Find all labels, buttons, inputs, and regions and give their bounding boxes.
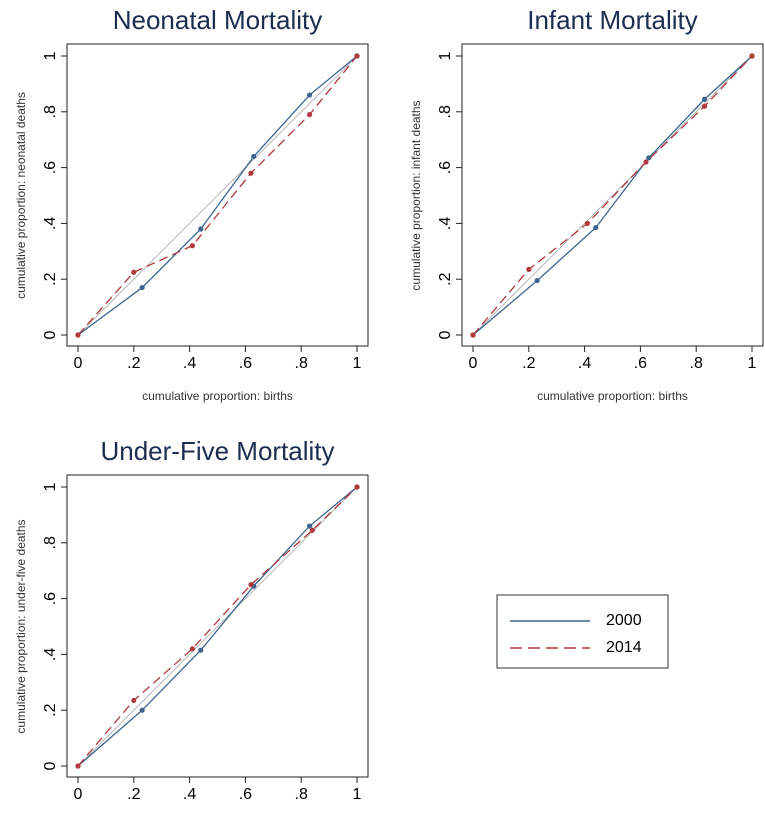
- y-tick-label: .4: [42, 217, 59, 230]
- x-tick-label: .2: [127, 355, 140, 372]
- data-point: [306, 523, 313, 529]
- x-tick-label: 0: [469, 355, 478, 372]
- data-point: [643, 159, 649, 165]
- y-tick-label: .8: [437, 105, 454, 118]
- x-tick-label: .8: [690, 355, 703, 372]
- chart-title: Under-Five Mortality: [100, 436, 334, 466]
- y-tick-label: .8: [42, 536, 59, 549]
- equality-line: [77, 486, 358, 767]
- y-tick-label: .2: [437, 272, 454, 285]
- data-point: [354, 484, 360, 490]
- y-tick-label: .4: [42, 648, 59, 661]
- data-point: [139, 284, 145, 291]
- y-tick-label: 0: [42, 330, 59, 339]
- x-tick-label: .6: [239, 355, 252, 372]
- y-tick-label: 1: [42, 482, 59, 491]
- legend-box: [496, 594, 669, 669]
- series-line: [77, 55, 358, 336]
- y-axis-label: cumulative proportion: neonatal deaths: [14, 92, 28, 299]
- y-tick-label: .2: [42, 272, 59, 285]
- x-axis-label: cumulative proportion: births: [537, 389, 688, 403]
- y-tick-label: .4: [437, 217, 454, 230]
- data-point: [701, 96, 708, 102]
- data-point: [309, 527, 315, 533]
- y-tick-label: .2: [42, 703, 59, 716]
- data-point: [251, 153, 257, 160]
- data-point: [306, 92, 313, 98]
- equality-line: [77, 55, 358, 336]
- series-line: [472, 55, 753, 336]
- data-point: [470, 332, 476, 338]
- x-tick-label: 0: [74, 355, 83, 372]
- data-point: [701, 103, 708, 109]
- series-line: [77, 486, 358, 767]
- data-point: [306, 111, 313, 118]
- series-line: [77, 486, 358, 767]
- data-point: [749, 53, 755, 59]
- data-point: [526, 266, 532, 273]
- legend-label: 2000: [606, 612, 642, 629]
- x-axis-label: cumulative proportion: births: [142, 389, 293, 403]
- data-point: [593, 224, 599, 231]
- data-point: [534, 277, 540, 284]
- x-tick-label: .8: [295, 355, 308, 372]
- y-tick-label: .6: [42, 161, 59, 174]
- x-tick-label: .6: [634, 355, 647, 372]
- y-tick-label: 1: [437, 51, 454, 60]
- data-point: [131, 269, 137, 275]
- x-tick-label: .4: [578, 355, 591, 372]
- chart-title: Neonatal Mortality: [113, 5, 323, 35]
- data-point: [584, 220, 590, 226]
- data-point: [75, 332, 81, 338]
- x-tick-label: 1: [353, 355, 362, 372]
- y-tick-label: .8: [42, 105, 59, 118]
- data-point: [139, 707, 145, 713]
- data-point: [189, 243, 195, 249]
- data-point: [354, 53, 360, 59]
- y-tick-label: .6: [437, 161, 454, 174]
- data-point: [75, 763, 81, 769]
- x-tick-label: 1: [748, 355, 757, 372]
- data-point: [198, 226, 204, 232]
- y-axis-label: cumulative proportion: infant deaths: [409, 100, 423, 290]
- x-tick-label: 0: [74, 786, 83, 803]
- x-tick-label: .2: [522, 355, 535, 372]
- x-tick-label: .2: [127, 786, 140, 803]
- data-point: [131, 697, 137, 704]
- data-point: [248, 582, 254, 588]
- series-line: [77, 55, 358, 336]
- data-point: [198, 647, 204, 653]
- y-tick-label: .6: [42, 592, 59, 605]
- x-tick-label: .4: [183, 355, 196, 372]
- x-tick-label: .8: [295, 786, 308, 803]
- y-axis-label: cumulative proportion: under-five deaths: [14, 519, 28, 733]
- x-tick-label: .4: [183, 786, 196, 803]
- data-point: [248, 170, 254, 176]
- equality-line: [472, 55, 753, 336]
- x-tick-label: .6: [239, 786, 252, 803]
- y-tick-label: 0: [437, 330, 454, 339]
- chart-title: Infant Mortality: [527, 5, 698, 35]
- x-tick-label: 1: [353, 786, 362, 803]
- series-line: [472, 55, 753, 336]
- y-tick-label: 0: [42, 761, 59, 770]
- data-point: [646, 155, 652, 161]
- legend-label: 2014: [606, 639, 642, 656]
- y-tick-label: 1: [42, 51, 59, 60]
- data-point: [189, 646, 195, 652]
